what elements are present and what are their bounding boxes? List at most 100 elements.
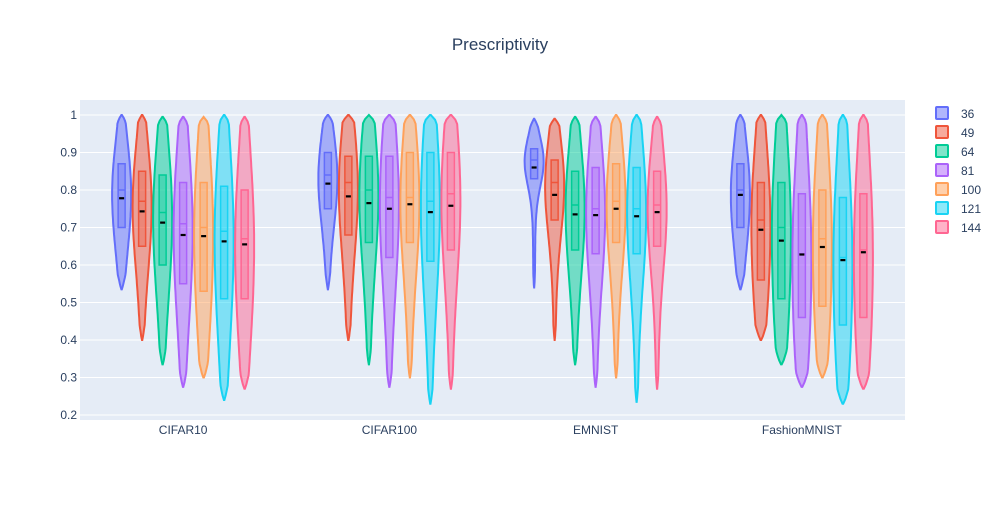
violin-144-FashionMNIST [852, 114, 874, 390]
violin-body [111, 114, 133, 291]
legend[interactable]: 36 49 64 81 100 121 144 [935, 106, 981, 235]
x-tick-label: FashionMNIST [762, 423, 843, 437]
violin-81-EMNIST [585, 115, 607, 388]
violin-box [591, 166, 600, 255]
violin-144-EMNIST [646, 115, 668, 390]
violin-49-EMNIST [544, 117, 566, 341]
violin-81-FashionMNIST [791, 114, 813, 388]
legend-label: 49 [961, 126, 975, 140]
violin-box [158, 174, 167, 266]
violin-box [652, 170, 662, 247]
legend-swatch [935, 220, 949, 234]
violin-100-CIFAR10 [193, 115, 215, 379]
violin-box [446, 151, 456, 251]
legend-swatch [935, 163, 949, 177]
legend-label: 121 [961, 202, 981, 216]
legend-item-36[interactable]: 36 [935, 106, 975, 121]
legend-swatch [935, 182, 949, 196]
violin-body [626, 114, 648, 403]
violin-box [838, 196, 848, 326]
violin-box [859, 193, 868, 319]
y-axis: 0.2 0.3 0.4 0.5 0.6 0.7 0.8 0.9 1 [60, 108, 77, 422]
violin-box [756, 181, 766, 281]
violin-81-CIFAR100 [378, 114, 400, 388]
y-tick-label: 0.9 [60, 146, 77, 160]
legend-label: 100 [961, 183, 981, 197]
violin-body [317, 114, 339, 291]
x-tick-label: CIFAR10 [159, 423, 208, 437]
y-tick-label: 1 [70, 108, 77, 122]
violin-body [378, 114, 400, 388]
violin-body [729, 114, 751, 291]
legend-item-144[interactable]: 144 [935, 220, 981, 235]
violin-body [523, 117, 545, 289]
legend-label: 81 [961, 164, 975, 178]
x-tick-label: CIFAR100 [362, 423, 418, 437]
violin-body [564, 115, 586, 366]
violin-64-CIFAR100 [358, 113, 380, 366]
y-tick-label: 0.2 [60, 408, 77, 422]
violin-64-EMNIST [564, 115, 586, 366]
violin-64-CIFAR10 [152, 115, 174, 366]
legend-swatch [935, 106, 949, 120]
legend-item-100[interactable]: 100 [935, 182, 981, 197]
violin-box [611, 163, 621, 244]
violin-body [358, 113, 380, 366]
legend-item-81[interactable]: 81 [935, 163, 975, 178]
y-tick-label: 0.5 [60, 296, 77, 310]
violin-36-CIFAR100 [317, 114, 339, 291]
violin-100-EMNIST [605, 114, 627, 379]
violin-box [632, 166, 641, 255]
violin-body [152, 115, 174, 366]
violin-box [364, 155, 374, 244]
violin-body [131, 114, 153, 341]
violin-body [172, 115, 194, 388]
violin-box [426, 151, 435, 262]
violin-box [219, 185, 229, 300]
violin-144-CIFAR100 [440, 114, 462, 390]
violin-64-FashionMNIST [770, 113, 792, 366]
violin-box [797, 193, 807, 319]
violin-121-CIFAR10 [213, 114, 235, 401]
violin-36-FashionMNIST [729, 114, 751, 291]
legend-swatch [935, 125, 949, 139]
chart-title: Prescriptivity [452, 35, 549, 54]
violin-81-CIFAR10 [172, 115, 194, 388]
violin-box [117, 163, 126, 229]
violin-36-CIFAR10 [111, 114, 133, 291]
violin-100-FashionMNIST [811, 114, 833, 379]
violin-body [193, 115, 215, 379]
violin-100-CIFAR100 [399, 114, 421, 379]
violin-body [213, 114, 235, 401]
violin-121-CIFAR100 [419, 114, 441, 405]
legend-label: 36 [961, 107, 975, 121]
y-tick-label: 0.8 [60, 183, 77, 197]
legend-item-49[interactable]: 49 [935, 125, 975, 140]
violin-body [234, 115, 256, 390]
y-tick-label: 0.7 [60, 221, 77, 235]
y-tick-label: 0.3 [60, 371, 77, 385]
legend-swatch [935, 201, 949, 215]
violin-box [529, 148, 539, 180]
legend-item-64[interactable]: 64 [935, 144, 975, 159]
violin-box [550, 159, 559, 221]
legend-item-121[interactable]: 121 [935, 201, 981, 216]
violin-box [323, 151, 333, 210]
legend-swatch [935, 144, 949, 158]
violin-body [419, 114, 441, 405]
violin-box [178, 181, 188, 285]
violin-144-CIFAR10 [234, 115, 256, 390]
y-tick-label: 0.6 [60, 258, 77, 272]
violin-body [605, 114, 627, 379]
violin-body [646, 115, 668, 390]
y-tick-label: 0.4 [60, 333, 77, 347]
violin-body [544, 117, 566, 341]
violin-box [818, 189, 827, 307]
violin-49-CIFAR10 [131, 114, 153, 341]
violin-121-EMNIST [626, 114, 648, 403]
violin-body [337, 114, 359, 341]
legend-label: 144 [961, 221, 981, 235]
violin-body [791, 114, 813, 388]
